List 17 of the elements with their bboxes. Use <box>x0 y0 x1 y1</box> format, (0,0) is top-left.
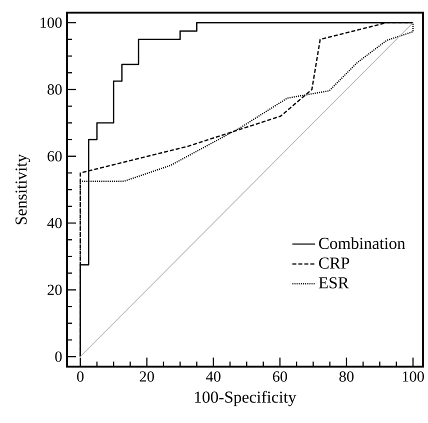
y-tick-label: 60 <box>48 151 62 162</box>
y-tick-label: 40 <box>47 218 62 228</box>
x-tick-label: 20 <box>140 371 154 382</box>
y-tick-label: 80 <box>48 84 62 95</box>
x-tick-label: 40 <box>206 371 220 382</box>
x-tick-label: 80 <box>339 371 354 382</box>
y-tick-label: 20 <box>48 284 62 296</box>
y-tick-label: 100 <box>40 18 62 28</box>
x-tick-label: 60 <box>272 371 288 382</box>
x-axis-title: 100-Specificity <box>195 390 296 406</box>
y-tick-label: 0 <box>55 351 62 362</box>
legend-label: ESR <box>318 277 349 288</box>
legend-label: CRP <box>319 258 350 269</box>
x-tick-label: 100 <box>402 371 424 382</box>
legend-label: Combination <box>319 237 406 250</box>
x-tick-label: 0 <box>77 371 84 382</box>
y-axis-title: Sensitivity <box>16 154 30 224</box>
